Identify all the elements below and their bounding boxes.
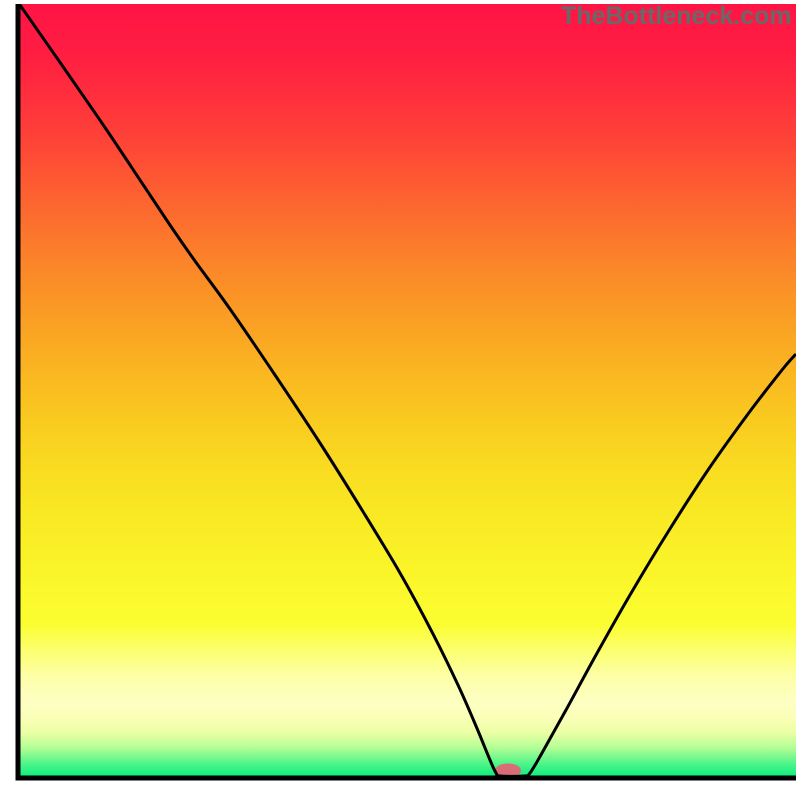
bottleneck-chart xyxy=(0,0,800,800)
gradient-background xyxy=(18,4,796,779)
